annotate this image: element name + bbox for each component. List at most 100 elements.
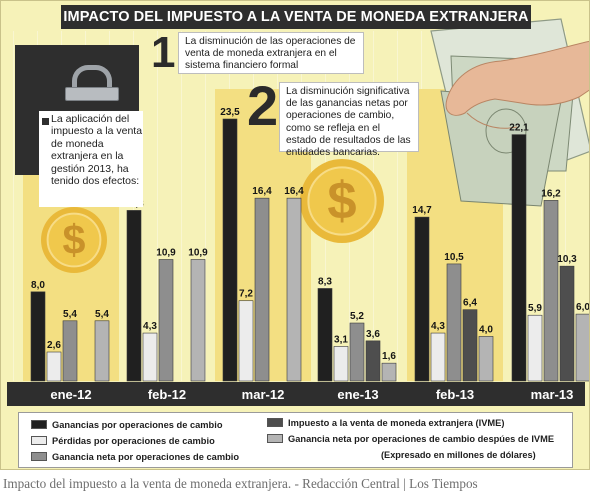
note-2-text: La disminución significativa de las gana… [286, 86, 411, 159]
image-caption: Impacto del impuesto a la venta de moned… [3, 476, 478, 491]
bill-portrait [485, 108, 527, 154]
chart-title: IMPACTO DEL IMPUESTO A LA VENTA DE MONED… [63, 9, 529, 25]
data-label: 10,5 [444, 252, 464, 263]
data-label: 4,3 [431, 321, 445, 332]
bar-ganancia-neta-feb-13 [446, 263, 462, 382]
bar-neta-despues-ivme-ene-13 [381, 362, 397, 382]
bg-stripe [205, 31, 206, 381]
data-label: 1,6 [382, 351, 396, 362]
bar-ganancias-feb-12 [126, 210, 142, 382]
note-2-number: 2 [247, 74, 279, 137]
bar-ganancia-neta-mar-12 [254, 197, 270, 382]
bar-ganancia-neta-ene-13 [349, 322, 365, 382]
data-label: 3,1 [334, 334, 348, 345]
data-label: 7,2 [239, 289, 253, 300]
bg-stripe [13, 31, 14, 381]
bar-neta-despues-ivme-feb-12 [190, 259, 206, 382]
legend-swatch [31, 436, 47, 445]
bar-ganancias-feb-13 [414, 216, 430, 382]
chart-legend: Ganancias por operaciones de cambio Pérd… [18, 412, 573, 468]
note-1-number: 1 [151, 28, 176, 77]
data-label: 5,2 [350, 311, 364, 322]
legend-label: Ganancias por operaciones de cambio [52, 420, 223, 430]
data-label: 5,9 [528, 303, 542, 314]
data-label: 16,2 [541, 188, 561, 199]
data-label: 10,9 [188, 247, 208, 258]
clipboard-note: La aplicación del impuesto a la venta de… [15, 45, 143, 207]
bar-perdidas-mar-12 [238, 300, 254, 382]
bg-stripe [157, 31, 158, 381]
legend-swatch [31, 420, 47, 429]
coin-symbol: $ [63, 217, 86, 263]
data-label: 16,4 [252, 186, 272, 197]
bar-perdidas-mar-13 [527, 314, 543, 382]
bullet-square [42, 118, 49, 125]
data-label: 10,3 [557, 254, 577, 265]
title-bar: IMPACTO DEL IMPUESTO A LA VENTA DE MONED… [61, 5, 531, 29]
coin-inner [307, 166, 377, 236]
data-label: 4,0 [479, 324, 493, 335]
legend-label: Pérdidas por operaciones de cambio [52, 436, 215, 446]
bar-neta-despues-ivme-ene-12 [94, 320, 110, 382]
data-label: 8,0 [31, 280, 45, 291]
hand-finger [466, 112, 518, 129]
data-label: 5,4 [63, 309, 77, 320]
data-label: 22,1 [509, 123, 529, 134]
hand [445, 40, 589, 116]
bar-neta-despues-ivme-mar-13 [575, 313, 589, 382]
category-axis-band [7, 382, 585, 406]
bg-stripe [181, 31, 182, 381]
legend-item-perdidas: Pérdidas por operaciones de cambio [31, 435, 215, 447]
data-label: 6,0 [576, 302, 590, 313]
bar-ganancias-ene-13 [317, 288, 333, 382]
tick-label-mar-13: mar-13 [531, 387, 574, 402]
infographic-frame: $$ 8,02,65,45,415,34,310,910,923,57,216,… [0, 0, 590, 470]
bar-ganancias-mar-12 [222, 118, 238, 382]
bg-stripe [397, 31, 398, 381]
bar-perdidas-ene-13 [333, 346, 349, 382]
bar-perdidas-ene-12 [46, 351, 62, 382]
bar-neta-despues-ivme-mar-12 [286, 197, 302, 382]
legend-swatch [31, 452, 47, 461]
data-label: 5,4 [95, 309, 109, 320]
legend-item-ivme: Impuesto a la venta de moneda extranjera… [267, 417, 504, 429]
data-label: 4,3 [143, 321, 157, 332]
dollar-coin-icon: $ [41, 207, 107, 273]
data-label: 3,6 [366, 329, 380, 340]
bar-ganancias-mar-13 [511, 134, 527, 382]
bar-ivme-feb-13 [462, 309, 478, 382]
bar-ganancia-neta-feb-12 [158, 259, 174, 382]
note-1-text: La disminución de las operaciones de ven… [185, 36, 356, 72]
data-label: 8,3 [318, 276, 332, 287]
data-label: 2,6 [47, 340, 61, 351]
data-label: 10,9 [156, 247, 176, 258]
legend-item-ganancia-neta: Ganancia neta por operaciones de cambio [31, 451, 239, 463]
hand-holding-dollar-bills-icon [430, 18, 589, 207]
coin-symbol: $ [327, 172, 356, 231]
bar-ivme-ene-13 [365, 340, 381, 382]
legend-item-ganancias: Ganancias por operaciones de cambio [31, 419, 223, 431]
bar-perdidas-feb-12 [142, 332, 158, 382]
legend-swatch [267, 434, 283, 443]
bg-stripe [565, 31, 566, 381]
unit-note: (Expresado en millones de dólares) [381, 450, 536, 460]
bar-neta-despues-ivme-feb-13 [478, 336, 494, 382]
tick-label-ene-13: ene-13 [337, 387, 378, 402]
tick-label-mar-12: mar-12 [242, 387, 285, 402]
tick-label-feb-13: feb-13 [436, 387, 474, 402]
data-label: 23,5 [220, 107, 240, 118]
clipboard-paper [39, 111, 143, 207]
note-2: La disminución significativa de las gana… [279, 82, 419, 158]
tick-label-feb-12: feb-12 [148, 387, 186, 402]
legend-label: Impuesto a la venta de moneda extranjera… [288, 418, 505, 428]
bar-chart: $$ 8,02,65,45,415,34,310,910,923,57,216,… [7, 18, 590, 406]
bar-ganancia-neta-ene-12 [62, 320, 78, 382]
bar-ivme-mar-13 [559, 265, 575, 382]
data-label: 14,7 [412, 205, 432, 216]
bar-ganancia-neta-mar-13 [543, 200, 559, 382]
legend-label: Ganancia neta por operaciones de cambio … [288, 434, 555, 444]
bar-perdidas-feb-13 [430, 332, 446, 382]
legend-label: Ganancia neta por operaciones de cambio [52, 452, 240, 462]
note-1: La disminución de las operaciones de ven… [178, 32, 364, 74]
clipboard-clip [65, 87, 119, 101]
